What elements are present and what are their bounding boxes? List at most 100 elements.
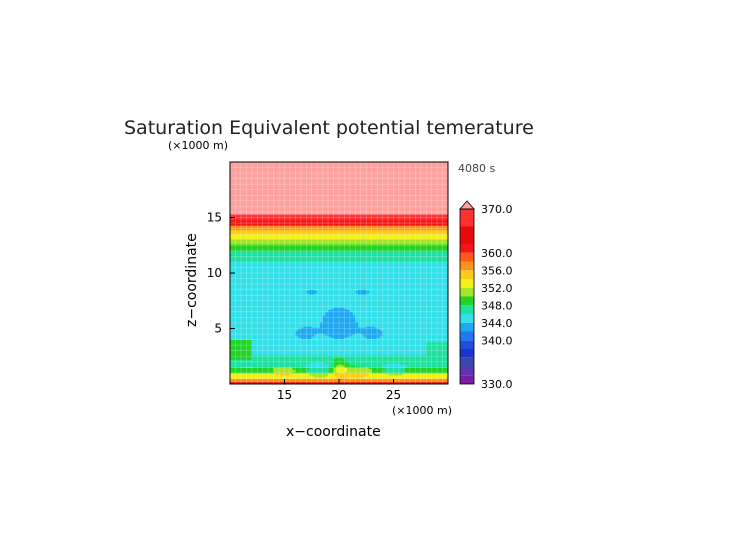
field-cell [330, 342, 334, 345]
field-cell [401, 344, 405, 346]
field-cell [339, 358, 343, 360]
field-cell [254, 360, 258, 363]
field-cell [289, 378, 294, 380]
field-cell [292, 331, 296, 334]
field-cell [292, 360, 296, 363]
field-cell [306, 344, 310, 346]
field-cell [368, 374, 373, 376]
field-cell [284, 381, 288, 384]
field-cell [374, 378, 378, 380]
field-cell [418, 362, 422, 365]
field-cell [279, 322, 283, 325]
field-cell [306, 368, 310, 370]
field-cell [401, 342, 405, 345]
field-cell [268, 326, 272, 328]
field-cell [349, 382, 354, 384]
field-cell [382, 375, 386, 377]
field-cell [377, 330, 381, 333]
field-cell [407, 360, 411, 363]
field-cell [306, 328, 310, 331]
field-cell [246, 334, 250, 336]
field-cell [251, 330, 255, 333]
field-cell [420, 372, 424, 375]
field-cell [257, 347, 261, 349]
field-cell [434, 340, 438, 343]
field-cell [398, 324, 403, 326]
field-cell [240, 330, 245, 333]
field-cell [434, 325, 438, 327]
field-cell [254, 364, 258, 366]
field-cell [243, 352, 247, 355]
field-cell [314, 344, 318, 346]
field-cell [377, 367, 381, 369]
field-cell [445, 326, 448, 328]
field-cell [426, 376, 430, 378]
field-cell [428, 326, 433, 328]
field-cell [292, 378, 296, 380]
field-cell [328, 332, 332, 335]
field-cell [309, 368, 313, 370]
field-cell [298, 346, 302, 348]
field-cell [360, 365, 364, 367]
field-cell [366, 330, 370, 333]
field-cell [230, 341, 234, 344]
field-cell [270, 367, 275, 369]
field-cell [246, 354, 250, 356]
field-cell [423, 339, 427, 342]
field-cell [300, 340, 304, 343]
field-cell [317, 326, 321, 328]
field-cell [232, 345, 236, 347]
field-cell [371, 371, 375, 374]
field-cell [407, 330, 411, 333]
field-cell [249, 369, 253, 372]
field-cell [309, 328, 313, 331]
field-cell [442, 362, 446, 365]
field-cell [355, 361, 359, 364]
field-cell [439, 348, 443, 350]
field-cell [254, 366, 258, 368]
field-cell [311, 329, 315, 332]
field-cell [333, 349, 337, 352]
field-cell [368, 358, 373, 360]
field-cell [259, 337, 264, 339]
field-cell [371, 334, 375, 336]
field-cell [442, 339, 446, 342]
field-cell [385, 374, 389, 376]
field-cell [249, 339, 253, 342]
field-cell [309, 332, 313, 335]
field-cell [314, 369, 318, 372]
field-cell [306, 379, 310, 382]
field-cell [232, 382, 236, 384]
field-cell [377, 331, 381, 334]
field-cell [281, 359, 285, 362]
field-cell [259, 326, 264, 328]
field-cell [388, 346, 392, 348]
field-cell [409, 375, 413, 377]
field-cell [246, 326, 250, 328]
field-cell [442, 380, 446, 383]
field-cell [412, 335, 416, 337]
field-cell [319, 335, 324, 337]
field-cell [371, 350, 375, 353]
field-cell [298, 354, 302, 356]
field-cell [390, 358, 394, 360]
field-cell [295, 372, 299, 375]
field-cell [309, 330, 313, 333]
field-cell [385, 329, 389, 332]
field-cell [390, 368, 394, 370]
field-cell [418, 365, 422, 367]
field-cell [366, 358, 370, 360]
field-cell [309, 360, 313, 363]
field-cell [390, 379, 394, 382]
field-cell [249, 367, 253, 369]
field-cell [257, 337, 261, 339]
field-cell [385, 339, 389, 342]
field-cell [232, 352, 236, 355]
field-cell [251, 336, 255, 338]
field-cell [418, 371, 422, 374]
field-cell [235, 345, 239, 347]
field-cell [232, 332, 236, 335]
field-cell [268, 321, 272, 324]
field-cell [377, 366, 381, 368]
field-cell [434, 347, 438, 349]
